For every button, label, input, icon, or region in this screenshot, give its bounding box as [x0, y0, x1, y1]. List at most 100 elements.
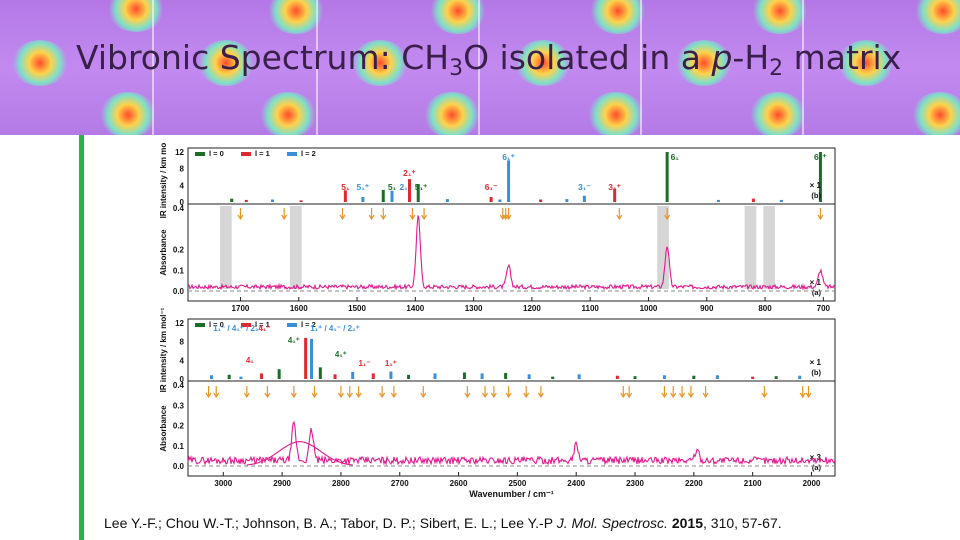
stick-bar	[504, 372, 508, 379]
decor-blob	[260, 92, 316, 135]
title-banner	[0, 0, 960, 135]
assignment-arrow-head	[761, 392, 768, 399]
title-text: O isolated in a	[463, 38, 712, 77]
peak-annotation: 6₁⁻	[485, 182, 498, 192]
x-tick-label: 2800	[332, 479, 350, 488]
stick-bar	[662, 375, 666, 379]
legend-swatch	[195, 152, 205, 156]
y-tick-label: 0.1	[173, 442, 185, 451]
assignment-arrow-head	[702, 392, 709, 399]
shaded-region	[220, 206, 232, 289]
y-tick-label: 12	[175, 148, 184, 157]
stick-bar	[210, 375, 214, 379]
legend-swatch	[287, 323, 297, 327]
x-tick-label: 1300	[465, 304, 483, 313]
scale-label: × 1	[810, 358, 822, 367]
decor-blob	[676, 40, 732, 86]
legend-label: l = 0	[209, 149, 224, 158]
assignment-arrow-head	[661, 392, 668, 399]
legend-swatch	[195, 323, 205, 327]
decor-blob	[912, 92, 960, 135]
banner-divider	[316, 0, 318, 135]
decor-blob	[590, 0, 646, 34]
accent-bar	[79, 135, 84, 540]
stick-bar	[692, 375, 696, 379]
x-tick-label: 2700	[391, 479, 409, 488]
assignment-arrow-head	[523, 392, 530, 399]
x-tick-label: 2600	[450, 479, 468, 488]
assignment-arrow-head	[482, 392, 489, 399]
x-tick-label: 2400	[567, 479, 585, 488]
stick-bar	[615, 375, 619, 379]
x-tick-label: 1500	[348, 304, 366, 313]
citation-journal: J. Mol. Spectrosc.	[556, 515, 668, 531]
y-tick-label: 0.2	[173, 246, 185, 255]
peak-annotation: 6₁	[671, 152, 680, 162]
y-tick-label: 8	[180, 165, 185, 174]
citation-authors: Lee Y.-F.; Chou W.-T.; Johnson, B. A.; T…	[104, 515, 557, 531]
y-tick-label: 0.2	[173, 422, 185, 431]
legend-swatch	[287, 152, 297, 156]
x-tick-label: 1400	[406, 304, 424, 313]
stick-bar	[751, 376, 755, 379]
decor-blob	[352, 40, 408, 86]
y-axis-label: IR intensity / km mol⁻¹	[159, 143, 168, 218]
stick-bar	[407, 374, 411, 379]
assignment-arrow-head	[213, 392, 220, 399]
assignment-arrow-head	[355, 392, 362, 399]
title-subscript: 3	[449, 56, 464, 81]
peak-annotation: 2₁	[400, 182, 409, 192]
assignment-arrow-head	[490, 392, 497, 399]
assignment-arrow-head	[339, 214, 346, 221]
spectrum-figure: 12 8 4 0 IR intensity / km mol⁻¹ 0.4 0.2 0.1 0.0…	[159, 143, 836, 499]
peak-annotation: 4₁⁺	[335, 350, 347, 359]
y-axis-label: Absorbance	[159, 229, 168, 276]
x-tick-label: 900	[700, 304, 714, 313]
assignment-arrow-head	[626, 392, 633, 399]
stick-bar	[751, 198, 755, 202]
stick-bar	[779, 199, 783, 202]
y-tick-label: 0.1	[173, 266, 185, 275]
peak-annotation: 4₁⁺	[288, 336, 300, 345]
y-tick-label: 4	[180, 181, 185, 190]
stick-bar	[318, 367, 322, 379]
title-text: matrix	[783, 38, 902, 77]
assignment-arrow-head	[346, 392, 353, 399]
stick-bar	[333, 374, 337, 379]
stick-bar	[577, 374, 581, 379]
stick-bar	[277, 369, 281, 379]
assignment-arrow-head	[409, 214, 416, 221]
x-tick-label: 800	[758, 304, 772, 313]
x-tick-label: 1100	[582, 304, 600, 313]
stick-bar	[416, 184, 420, 202]
shaded-region	[763, 206, 775, 289]
panel-tag: (a)	[812, 463, 822, 472]
stick-bar	[798, 375, 802, 379]
assignment-arrow-head	[687, 392, 694, 399]
assignment-arrow-head	[616, 214, 623, 221]
decor-blob	[752, 0, 808, 34]
stick-bar	[480, 373, 484, 379]
stick-bar	[271, 199, 275, 202]
y-tick-label: 0.3	[173, 401, 185, 410]
peak-annotation: 5₁	[341, 182, 350, 192]
assignment-arrow-head	[237, 214, 244, 221]
assignment-arrow-head	[264, 392, 271, 399]
decor-blob	[100, 92, 156, 135]
peak-annotation: 3₁⁻	[578, 182, 591, 192]
stick-bar	[389, 371, 393, 379]
assignment-arrow-head	[464, 392, 471, 399]
y-axis-label: IR intensity / km mol⁻¹	[159, 307, 168, 392]
stick-bar	[507, 160, 511, 202]
panel-frame	[187, 318, 836, 477]
title-text: -H	[732, 38, 770, 77]
assignment-arrow-head	[337, 392, 344, 399]
y-tick-label: 0.0	[173, 287, 185, 296]
assignment-arrow-head	[311, 392, 318, 399]
assignment-arrow-head	[205, 392, 212, 399]
decor-blob	[915, 0, 960, 34]
stick-bar	[361, 197, 365, 202]
legend-label: l = 2	[301, 320, 316, 329]
citation: Lee Y.-F.; Chou W.-T.; Johnson, B. A.; T…	[104, 515, 782, 531]
assignment-arrow-head	[664, 214, 671, 221]
